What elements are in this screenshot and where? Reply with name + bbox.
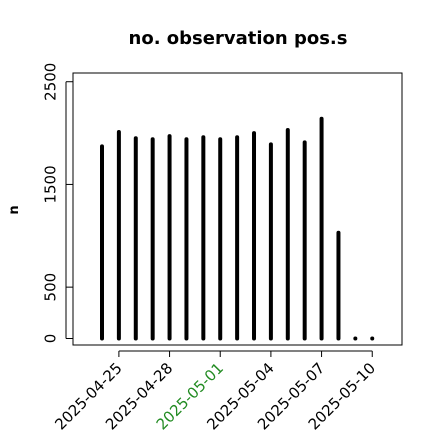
x-axis: 2025-04-252025-04-282025-05-012025-05-04… [51, 350, 379, 433]
y-axis: 0 500 1500 2500 [42, 63, 73, 344]
y-axis-label: n [7, 205, 22, 214]
y-tick-label: 500 [42, 273, 60, 302]
bars [100, 116, 375, 341]
bar-zero-point [370, 336, 375, 341]
plot-frame [72, 72, 403, 346]
y-tick-label: 0 [42, 334, 60, 344]
bar-zero-point [353, 336, 358, 341]
chart-title: no. observation pos.s [129, 28, 348, 49]
y-tick-label: 1500 [42, 165, 60, 203]
y-tick-label: 2500 [42, 63, 60, 101]
